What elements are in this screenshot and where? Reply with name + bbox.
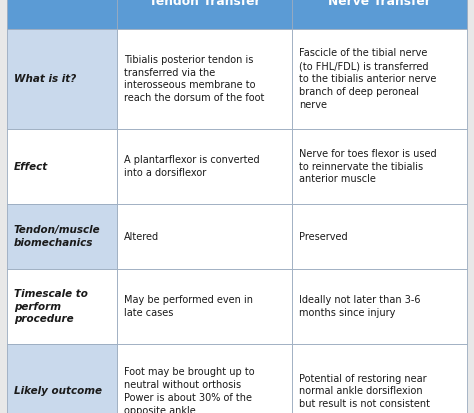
Text: What is it?: What is it?: [14, 74, 76, 84]
Bar: [292, 0, 467, 29]
Bar: [7, 344, 117, 413]
Text: Timescale to
perform
procedure: Timescale to perform procedure: [14, 289, 88, 324]
Text: Nerve for toes flexor is used
to reinnervate the tibialis
anterior muscle: Nerve for toes flexor is used to reinner…: [299, 149, 437, 184]
Bar: [7, 204, 117, 269]
Bar: [7, 29, 117, 129]
Bar: [292, 29, 467, 129]
Bar: [117, 129, 292, 204]
Bar: [292, 269, 467, 344]
Bar: [7, 0, 117, 29]
Text: Tibialis posterior tendon is
transferred via the
interosseous membrane to
reach : Tibialis posterior tendon is transferred…: [124, 55, 264, 103]
Text: Foot may be brought up to
neutral without orthosis
Power is about 30% of the
opp: Foot may be brought up to neutral withou…: [124, 367, 255, 413]
Text: Tendon/muscle
biomechanics: Tendon/muscle biomechanics: [14, 225, 100, 248]
Text: Nerve Transfer: Nerve Transfer: [328, 0, 431, 8]
Bar: [292, 129, 467, 204]
Text: Likely outcome: Likely outcome: [14, 387, 102, 396]
Bar: [117, 204, 292, 269]
Bar: [7, 129, 117, 204]
Bar: [117, 29, 292, 129]
Text: Altered: Altered: [124, 232, 159, 242]
Bar: [7, 269, 117, 344]
Text: A plantarflexor is converted
into a dorsiflexor: A plantarflexor is converted into a dors…: [124, 155, 260, 178]
Bar: [117, 0, 292, 29]
Text: Preserved: Preserved: [299, 232, 347, 242]
Text: Effect: Effect: [14, 161, 48, 171]
Text: May be performed even in
late cases: May be performed even in late cases: [124, 295, 253, 318]
Text: Fascicle of the tibial nerve
(to FHL/FDL) is transferred
to the tibialis anterio: Fascicle of the tibial nerve (to FHL/FDL…: [299, 48, 437, 109]
Text: Tendon Transfer: Tendon Transfer: [149, 0, 260, 8]
Text: Potential of restoring near
normal ankle dorsiflexion
but result is not consiste: Potential of restoring near normal ankle…: [299, 374, 430, 409]
Bar: [117, 269, 292, 344]
Bar: [292, 204, 467, 269]
Bar: [117, 344, 292, 413]
Bar: [292, 344, 467, 413]
Text: Ideally not later than 3-6
months since injury: Ideally not later than 3-6 months since …: [299, 295, 420, 318]
